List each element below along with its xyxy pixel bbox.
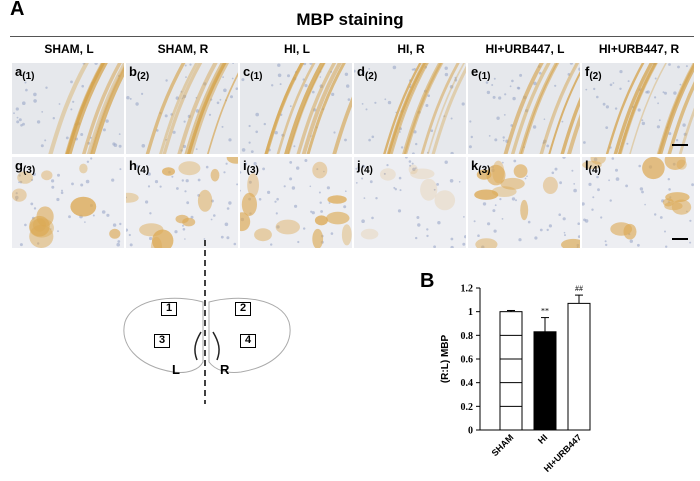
scale-bar	[672, 238, 688, 240]
micrograph-f-image	[582, 63, 694, 154]
micrograph-e-image	[468, 63, 580, 154]
micrograph-b: b(2)	[126, 63, 238, 154]
micrograph-f: f(2)	[582, 63, 694, 154]
micrograph-b-image	[126, 63, 238, 154]
micrograph-e: e(1)	[468, 63, 580, 154]
micrograph-c-image	[240, 63, 352, 154]
micrograph-j: j(4)	[354, 157, 466, 248]
y-tick-label: 0	[468, 426, 473, 437]
left-hemisphere-outline	[123, 297, 204, 373]
micrograph-l: l(4)	[582, 157, 694, 248]
right-hemisphere-outline	[208, 297, 291, 373]
panel-a-label: A	[10, 0, 25, 20]
micrograph-c-label: c(1)	[243, 64, 263, 82]
micrograph-d: d(2)	[354, 63, 466, 154]
micrograph-a-image	[12, 63, 124, 154]
column-label-urb447-left: HI+URB447, L	[485, 42, 565, 56]
micrograph-b-label: b(2)	[129, 64, 150, 82]
column-label-sham-right: SHAM, R	[157, 42, 209, 56]
micrograph-i: i(3)	[240, 157, 352, 248]
micrograph-c: c(1)	[240, 63, 352, 154]
micrograph-h: h(4)	[126, 157, 238, 248]
micrograph-g: g(3)	[12, 157, 124, 248]
y-tick-label: 0.4	[461, 378, 474, 389]
y-tick-label: 0.6	[461, 355, 474, 366]
column-label-sham-left: SHAM, L	[44, 42, 94, 56]
roi-box-4: 4	[240, 334, 256, 348]
micrograph-g-label: g(3)	[15, 158, 36, 176]
column-label-hi-left: HI, L	[284, 42, 310, 56]
micrograph-l-image	[582, 157, 694, 248]
micrograph-d-image	[354, 63, 466, 154]
y-tick-label: 0.2	[461, 402, 474, 413]
roi-box-1: 1	[161, 302, 177, 316]
micrograph-e-label: e(1)	[471, 64, 491, 82]
left-hemisphere-label: L	[172, 362, 180, 377]
micrograph-k: k(3)	[468, 157, 580, 248]
micrograph-i-label: i(3)	[243, 158, 259, 176]
significance-marker: **	[541, 307, 549, 316]
micrograph-j-image	[354, 157, 466, 248]
micrograph-h-image	[126, 157, 238, 248]
y-axis-label: (R:L) MBP	[440, 335, 451, 384]
roi-box-3: 3	[154, 334, 170, 348]
micrograph-f-label: f(2)	[585, 64, 602, 82]
bar	[567, 302, 591, 431]
right-hemisphere-label: R	[220, 362, 230, 377]
mbp-ratio-bar-chart: 00.20.40.60.811.2(R:L) MBPSHAM**HI##HI+U…	[440, 284, 591, 474]
x-tick-label: SHAM	[490, 432, 516, 458]
figure-title: MBP staining	[296, 10, 404, 29]
micrograph-i-image	[240, 157, 352, 248]
brain-schematic	[123, 240, 291, 404]
y-tick-label: 1	[468, 307, 473, 318]
significance-marker: ##	[575, 284, 583, 293]
x-tick-label: HI	[536, 432, 549, 445]
micrograph-l-label: l(4)	[585, 158, 601, 176]
column-label-urb447-right: HI+URB447, R	[598, 42, 680, 56]
roi-box-2: 2	[235, 302, 251, 316]
y-tick-label: 0.8	[461, 331, 474, 342]
bar	[533, 331, 557, 431]
micrograph-a-label: a(1)	[15, 64, 35, 82]
micrograph-k-label: k(3)	[471, 158, 491, 176]
left-ventricle	[194, 331, 202, 361]
bar	[499, 311, 523, 431]
micrograph-a: a(1)	[12, 63, 124, 154]
micrograph-j-label: j(4)	[357, 158, 373, 176]
micrograph-h-label: h(4)	[129, 158, 150, 176]
panel-b-label: B	[420, 270, 435, 292]
right-ventricle	[212, 331, 220, 361]
scale-bar	[672, 144, 688, 146]
y-tick-label: 1.2	[461, 284, 474, 295]
column-label-hi-right: HI, R	[397, 42, 425, 56]
micrograph-d-label: d(2)	[357, 64, 378, 82]
micrograph-k-image	[468, 157, 580, 248]
micrograph-g-image	[12, 157, 124, 248]
title-divider	[10, 36, 694, 37]
